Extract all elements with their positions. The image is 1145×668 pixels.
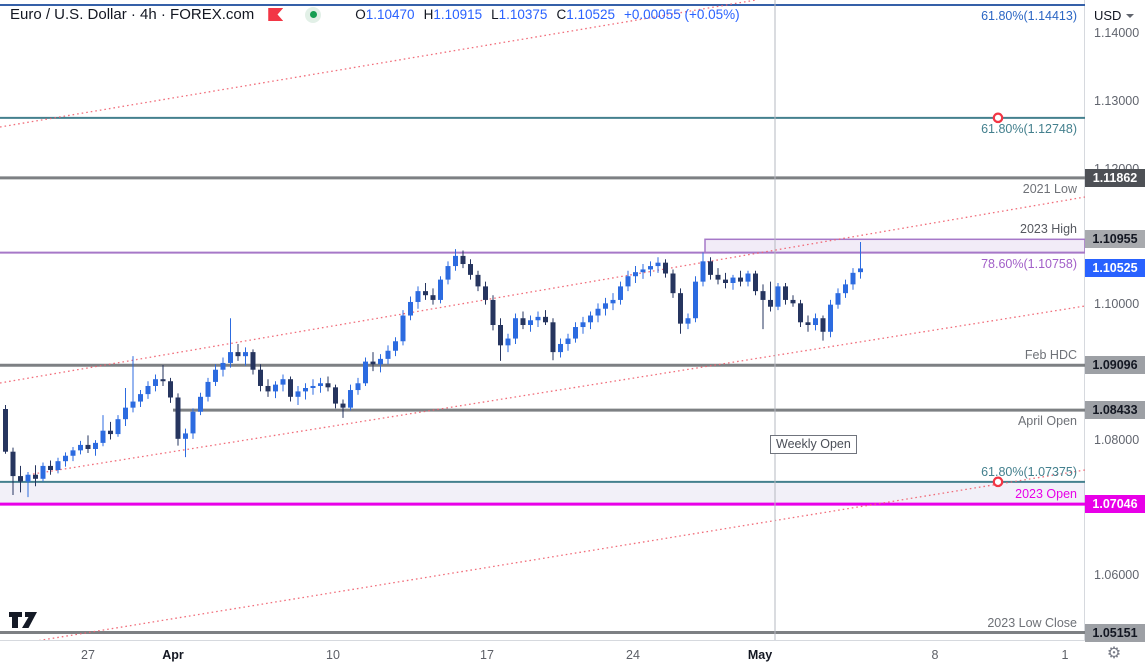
level-label: 2023 Open [1015,487,1077,502]
alert-ring-icon [992,476,1004,488]
level-label: Feb HDC [1024,348,1077,363]
resistance-zone-box [704,238,1085,254]
level-label: 61.80%(1.12748) [981,121,1077,136]
time-tick: May [747,648,773,662]
chart-canvas[interactable]: Euro / U.S. Dollar · 4h · FOREX.com O 1.1… [0,0,1085,640]
dotted-trendline [38,469,1085,640]
price-badge: 1.07046 [1085,495,1145,514]
price-badge: 1.05151 [1085,623,1145,642]
price-badge: 1.11862 [1085,168,1145,187]
level-label: 2021 Low [1022,181,1077,196]
symbol-title[interactable]: Euro / U.S. Dollar · 4h · FOREX.com [10,6,255,23]
price-tick: 1.10000 [1094,297,1140,311]
level-label: 61.80%(1.07375) [981,464,1077,479]
time-tick: Apr [162,648,184,662]
chart-legend: Euro / U.S. Dollar · 4h · FOREX.com O 1.1… [10,6,740,23]
ohlc-values: O 1.10470 H 1.10915 L 1.10375 C 1.10525 +0.0… [355,7,739,22]
time-tick: 10 [326,648,340,662]
dotted-trendline [0,0,757,128]
alert-ring-icon [992,112,1004,124]
price-tick: 1.13000 [1094,93,1140,108]
close-value: 1.10525 [566,7,616,22]
currency-label: USD [1094,8,1122,23]
price-tick: 1.14000 [1094,26,1140,40]
price-tick: 1.06000 [1094,568,1140,582]
horizontal-levels [0,4,1085,635]
level-label: 2023 Low Close [987,615,1077,630]
tradingview-logo[interactable] [8,610,40,630]
candles-layer [3,242,863,498]
alert-markers [992,112,1004,488]
open-label: O [355,7,366,22]
price-badge: 1.08433 [1085,401,1145,420]
open-value: 1.10470 [365,7,415,22]
time-tick: 24 [626,648,640,662]
level-label: 78.60%(1.10758) [981,256,1077,271]
trend-channel-dotted-lines [0,0,1085,640]
level-label: April Open [1017,414,1077,429]
high-label: H [423,7,434,22]
change-value: +0.00055 (+0.05%) [624,7,740,22]
dotted-trendline [0,196,1085,384]
weekly-open-label[interactable]: Weekly Open [770,435,857,454]
high-value: 1.10915 [433,7,483,22]
time-tick: 1 [1061,648,1069,662]
close-label: C [556,7,567,22]
level-label: 61.80%(1.14413) [981,9,1077,24]
time-axis[interactable]: 27 Apr 10 17 24 May 8 1 [0,640,1145,668]
time-tick: 8 [931,648,939,662]
time-tick: 27 [81,648,95,662]
low-label: L [491,7,499,22]
price-badge: 1.10525 [1085,259,1145,278]
level-label: 2023 High [1020,222,1077,237]
dotted-trendline [32,305,1085,475]
price-tick: 1.08000 [1094,432,1140,447]
price-badge: 1.10955 [1085,230,1145,249]
price-badge: 1.09096 [1085,356,1145,375]
low-value: 1.10375 [498,7,548,22]
broker-flag-icon [268,8,284,21]
market-status-icon[interactable] [305,6,322,23]
chevron-down-icon [1126,13,1135,18]
price-axis[interactable]: USD 1.140001.130001.120001.100001.080001… [1085,0,1145,642]
time-tick: 17 [480,648,494,662]
candlestick-chart [0,0,1085,640]
support-zone-band [0,481,1085,505]
currency-selector[interactable]: USD [1094,8,1135,23]
settings-gear-button[interactable]: ⚙ [1106,645,1122,662]
